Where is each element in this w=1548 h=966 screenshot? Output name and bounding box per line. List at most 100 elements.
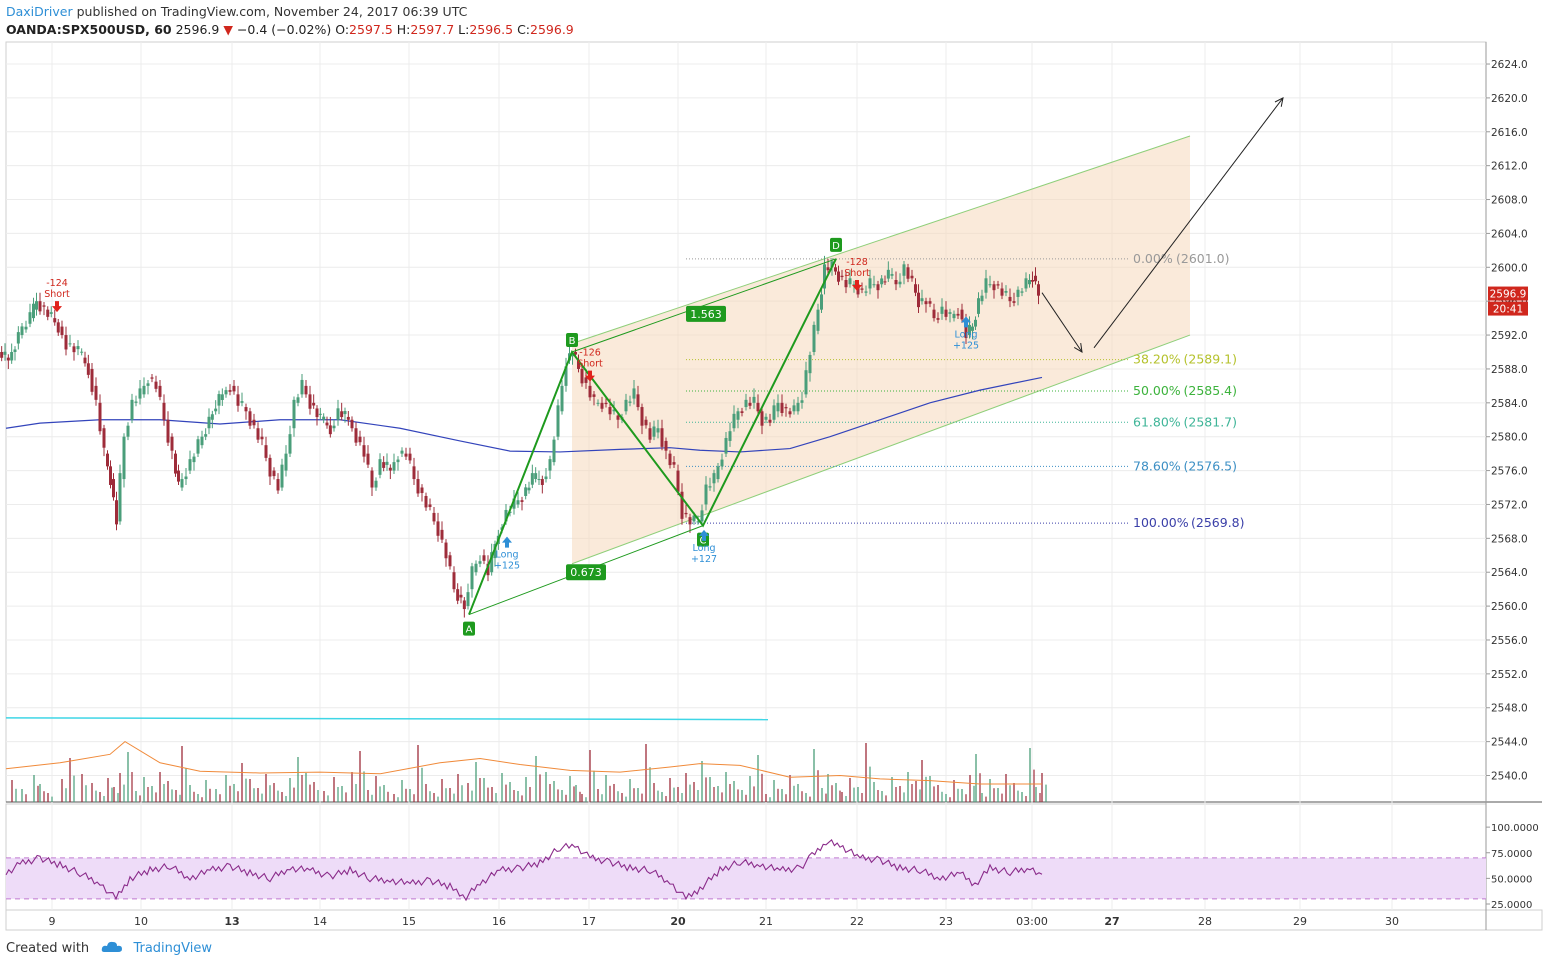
x-tick-label: 28	[1198, 915, 1212, 928]
candle-body	[640, 407, 644, 426]
countdown-label: 20:41	[1493, 304, 1523, 316]
candle-body	[385, 461, 389, 465]
candle	[264, 436, 268, 462]
candle-body	[736, 411, 740, 420]
candle-body	[60, 326, 64, 336]
fib-level-label: 50.00%	[1133, 383, 1181, 398]
candle	[192, 453, 196, 471]
candle-body	[370, 470, 374, 488]
candle-body	[362, 445, 366, 457]
candle-body	[696, 521, 700, 523]
symbol-name[interactable]: OANDA:SPX500USD, 60	[6, 22, 172, 37]
arrowhead-down-icon	[1073, 343, 1083, 353]
candle	[358, 430, 362, 446]
candle-body	[580, 368, 584, 384]
candle-body	[924, 301, 928, 305]
candle-body	[1008, 296, 1012, 302]
candle-body	[688, 517, 692, 525]
candle	[436, 512, 440, 542]
tradingview-cloud-icon	[101, 940, 123, 957]
candle-body	[552, 439, 556, 463]
candle-body	[804, 370, 808, 395]
candle-body	[527, 487, 531, 491]
candle	[10, 343, 14, 364]
candle	[459, 586, 463, 604]
price-tick-label: 2592.0	[1491, 330, 1528, 342]
created-with-text: Created with	[6, 941, 90, 956]
candle	[416, 470, 420, 497]
harmonic-pattern-path	[468, 258, 837, 615]
candle-body	[1012, 301, 1016, 303]
candle	[837, 265, 840, 286]
candle	[388, 464, 392, 480]
candle	[109, 460, 112, 489]
candle	[86, 354, 90, 379]
candle-body	[260, 436, 264, 440]
candle-body	[760, 411, 764, 426]
price-tick-label: 2580.0	[1491, 432, 1528, 444]
price-chart[interactable]: 9 10 13 14 15 16 17 20 21 22 23 03:00 27 28 29 30 2624.0…	[0, 0, 1548, 940]
candle	[154, 375, 158, 393]
rsi-tick-label: 100.0000	[1491, 823, 1539, 834]
candle	[354, 422, 358, 447]
candle	[914, 278, 917, 297]
candle	[1034, 267, 1037, 285]
candle-body	[616, 415, 620, 420]
candle	[924, 297, 928, 313]
short-arrow-icon	[585, 370, 595, 382]
candle	[974, 316, 977, 330]
candle	[600, 396, 604, 413]
candle-body	[220, 394, 224, 400]
candle-body	[584, 377, 588, 383]
candle-body	[608, 407, 612, 415]
candle	[1012, 292, 1016, 307]
candle-body	[1024, 278, 1028, 289]
candle-body	[130, 399, 134, 420]
candle-body	[3, 351, 7, 355]
candle	[632, 379, 636, 405]
candle	[24, 320, 28, 333]
candle	[712, 469, 716, 492]
candle-body	[692, 515, 696, 522]
candle-body	[920, 298, 924, 302]
candle-body	[16, 332, 20, 344]
candle	[53, 309, 57, 326]
candle-body	[834, 267, 837, 272]
price-tick-label: 2548.0	[1491, 703, 1528, 715]
candle-body	[448, 555, 452, 567]
candle	[672, 456, 676, 469]
candle-body	[288, 434, 292, 454]
candle	[917, 284, 920, 314]
pattern-ratio-badge	[686, 305, 726, 322]
x-tick-label: 16	[492, 915, 506, 928]
candle	[232, 379, 236, 395]
tradingview-link[interactable]: TradingView	[133, 941, 212, 956]
candle	[94, 377, 98, 406]
candle	[560, 379, 564, 415]
candle	[992, 280, 996, 299]
short-arrow-icon	[52, 301, 62, 313]
candle-body	[318, 413, 322, 415]
candle	[340, 402, 344, 421]
author-link[interactable]: DaxiDriver	[6, 4, 73, 19]
candle	[350, 416, 354, 432]
candle	[440, 521, 444, 543]
candle-body	[732, 413, 736, 429]
candle	[864, 285, 868, 297]
candle	[244, 403, 248, 420]
candle	[872, 275, 876, 288]
candle-body	[98, 402, 102, 432]
candle-body	[571, 354, 574, 357]
candle	[668, 450, 672, 469]
candle-body	[115, 500, 118, 525]
candle	[800, 391, 804, 409]
candle-body	[150, 377, 154, 379]
change-down-icon: ▼	[223, 22, 233, 37]
candle-body	[823, 264, 826, 289]
candle-body	[53, 318, 57, 323]
candle-body	[332, 425, 336, 429]
candle-body	[716, 466, 720, 480]
candle-body	[596, 402, 600, 404]
candle-body	[708, 486, 712, 488]
candle	[996, 280, 1000, 289]
